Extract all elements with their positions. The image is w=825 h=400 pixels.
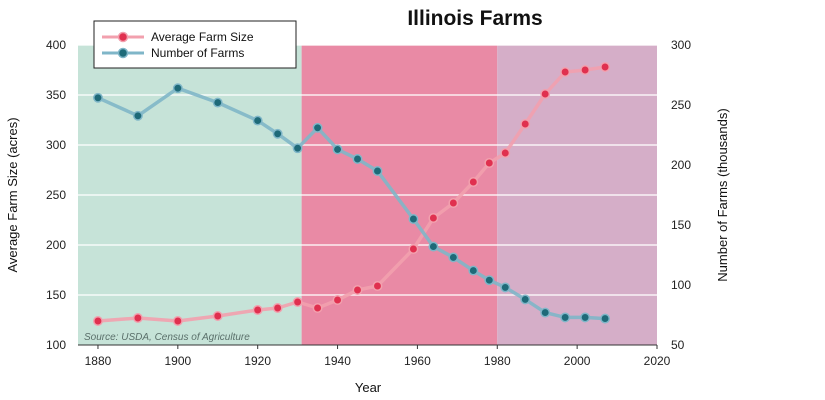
data-point-average-farm-size (448, 198, 459, 208)
x-tick-label: 1880 (85, 354, 112, 368)
data-point-average-farm-size (252, 305, 263, 315)
left-tick-label: 350 (46, 88, 66, 102)
data-point-number-of-farms (520, 294, 531, 305)
left-axis-title: Average Farm Size (acres) (5, 117, 20, 272)
data-point-average-farm-size (372, 281, 383, 291)
right-tick-label: 250 (671, 98, 691, 112)
data-point-average-farm-size (292, 297, 303, 307)
x-axis-ticks: 1880 1900 1920 1940 1960 1980 2000 2020 (85, 345, 671, 368)
series-line-number-of-farms (96, 86, 607, 321)
data-point-number-of-farms (428, 241, 439, 252)
data-point-average-farm-size (500, 148, 511, 158)
data-point-number-of-farms (272, 128, 283, 139)
series-group (93, 62, 611, 326)
series-line-average-farm-size (96, 65, 607, 323)
x-tick-label: 1980 (484, 354, 511, 368)
data-point-number-of-farms (468, 265, 479, 276)
data-point-average-farm-size (172, 316, 183, 326)
x-tick-label: 1920 (244, 354, 271, 368)
data-point-number-of-farms (500, 282, 511, 293)
legend-label-number-of-farms: Number of Farms (151, 46, 244, 60)
data-point-number-of-farms (352, 154, 363, 164)
x-tick-label: 1960 (404, 354, 431, 368)
data-point-average-farm-size (312, 303, 323, 313)
data-point-average-farm-size (352, 285, 363, 295)
data-point-average-farm-size (212, 311, 223, 321)
data-point-number-of-farms (252, 115, 263, 126)
left-tick-label: 150 (46, 288, 66, 302)
legend-box (93, 20, 297, 69)
right-tick-label: 200 (671, 158, 691, 172)
data-point-number-of-farms (132, 110, 143, 121)
x-tick-label: 1940 (324, 354, 351, 368)
data-point-number-of-farms (484, 275, 495, 286)
data-point-average-farm-size (600, 62, 611, 72)
data-point-average-farm-size (580, 65, 591, 75)
data-point-average-farm-size (520, 119, 531, 129)
data-point-number-of-farms (372, 166, 383, 176)
x-tick-label: 2000 (564, 354, 591, 368)
left-tick-label: 100 (46, 338, 66, 352)
data-point-number-of-farms (332, 144, 343, 155)
legend-marker-number-of-farms (117, 47, 129, 59)
legend: Average Farm Size Number of Farms (93, 20, 297, 69)
data-point-number-of-farms (172, 83, 183, 94)
source-note: Source: USDA, Census of Agriculture (84, 332, 250, 343)
x-tick-label: 1900 (164, 354, 191, 368)
data-point-average-farm-size (332, 295, 343, 305)
data-point-average-farm-size (468, 177, 479, 187)
data-point-number-of-farms (540, 307, 551, 318)
legend-label-average-farm-size: Average Farm Size (151, 30, 254, 44)
data-point-number-of-farms (312, 122, 323, 133)
left-axis-ticks: 100 150 200 250 300 350 400 (46, 38, 66, 352)
data-point-average-farm-size (540, 89, 551, 99)
data-point-number-of-farms (93, 92, 103, 103)
left-tick-label: 300 (46, 138, 66, 152)
data-point-average-farm-size (272, 303, 283, 313)
chart-title: Illinois Farms (407, 7, 542, 30)
data-point-average-farm-size (560, 67, 571, 77)
right-axis-ticks: 50 100 150 200 250 300 (671, 38, 691, 352)
left-tick-label: 250 (46, 188, 66, 202)
data-point-number-of-farms (580, 312, 591, 323)
data-point-number-of-farms (448, 252, 459, 263)
data-point-average-farm-size (484, 158, 495, 168)
data-point-average-farm-size (428, 213, 439, 223)
data-point-average-farm-size (93, 316, 103, 326)
gridlines (78, 44, 657, 296)
data-point-number-of-farms (292, 143, 303, 154)
x-axis-title: Year (355, 380, 382, 395)
right-axis-title: Number of Farms (thousands) (715, 108, 730, 281)
legend-marker-average-farm-size (117, 31, 129, 43)
right-tick-label: 150 (671, 218, 691, 232)
data-point-number-of-farms (560, 312, 571, 323)
x-tick-label: 2020 (644, 354, 671, 368)
data-point-average-farm-size (132, 313, 143, 323)
data-point-number-of-farms (408, 214, 419, 224)
data-point-number-of-farms (600, 313, 611, 324)
data-point-number-of-farms (212, 97, 223, 108)
right-tick-label: 50 (671, 338, 685, 352)
left-tick-label: 400 (46, 38, 66, 52)
data-point-average-farm-size (408, 244, 419, 254)
left-tick-label: 200 (46, 238, 66, 252)
right-tick-label: 300 (671, 38, 691, 52)
right-tick-label: 100 (671, 278, 691, 292)
